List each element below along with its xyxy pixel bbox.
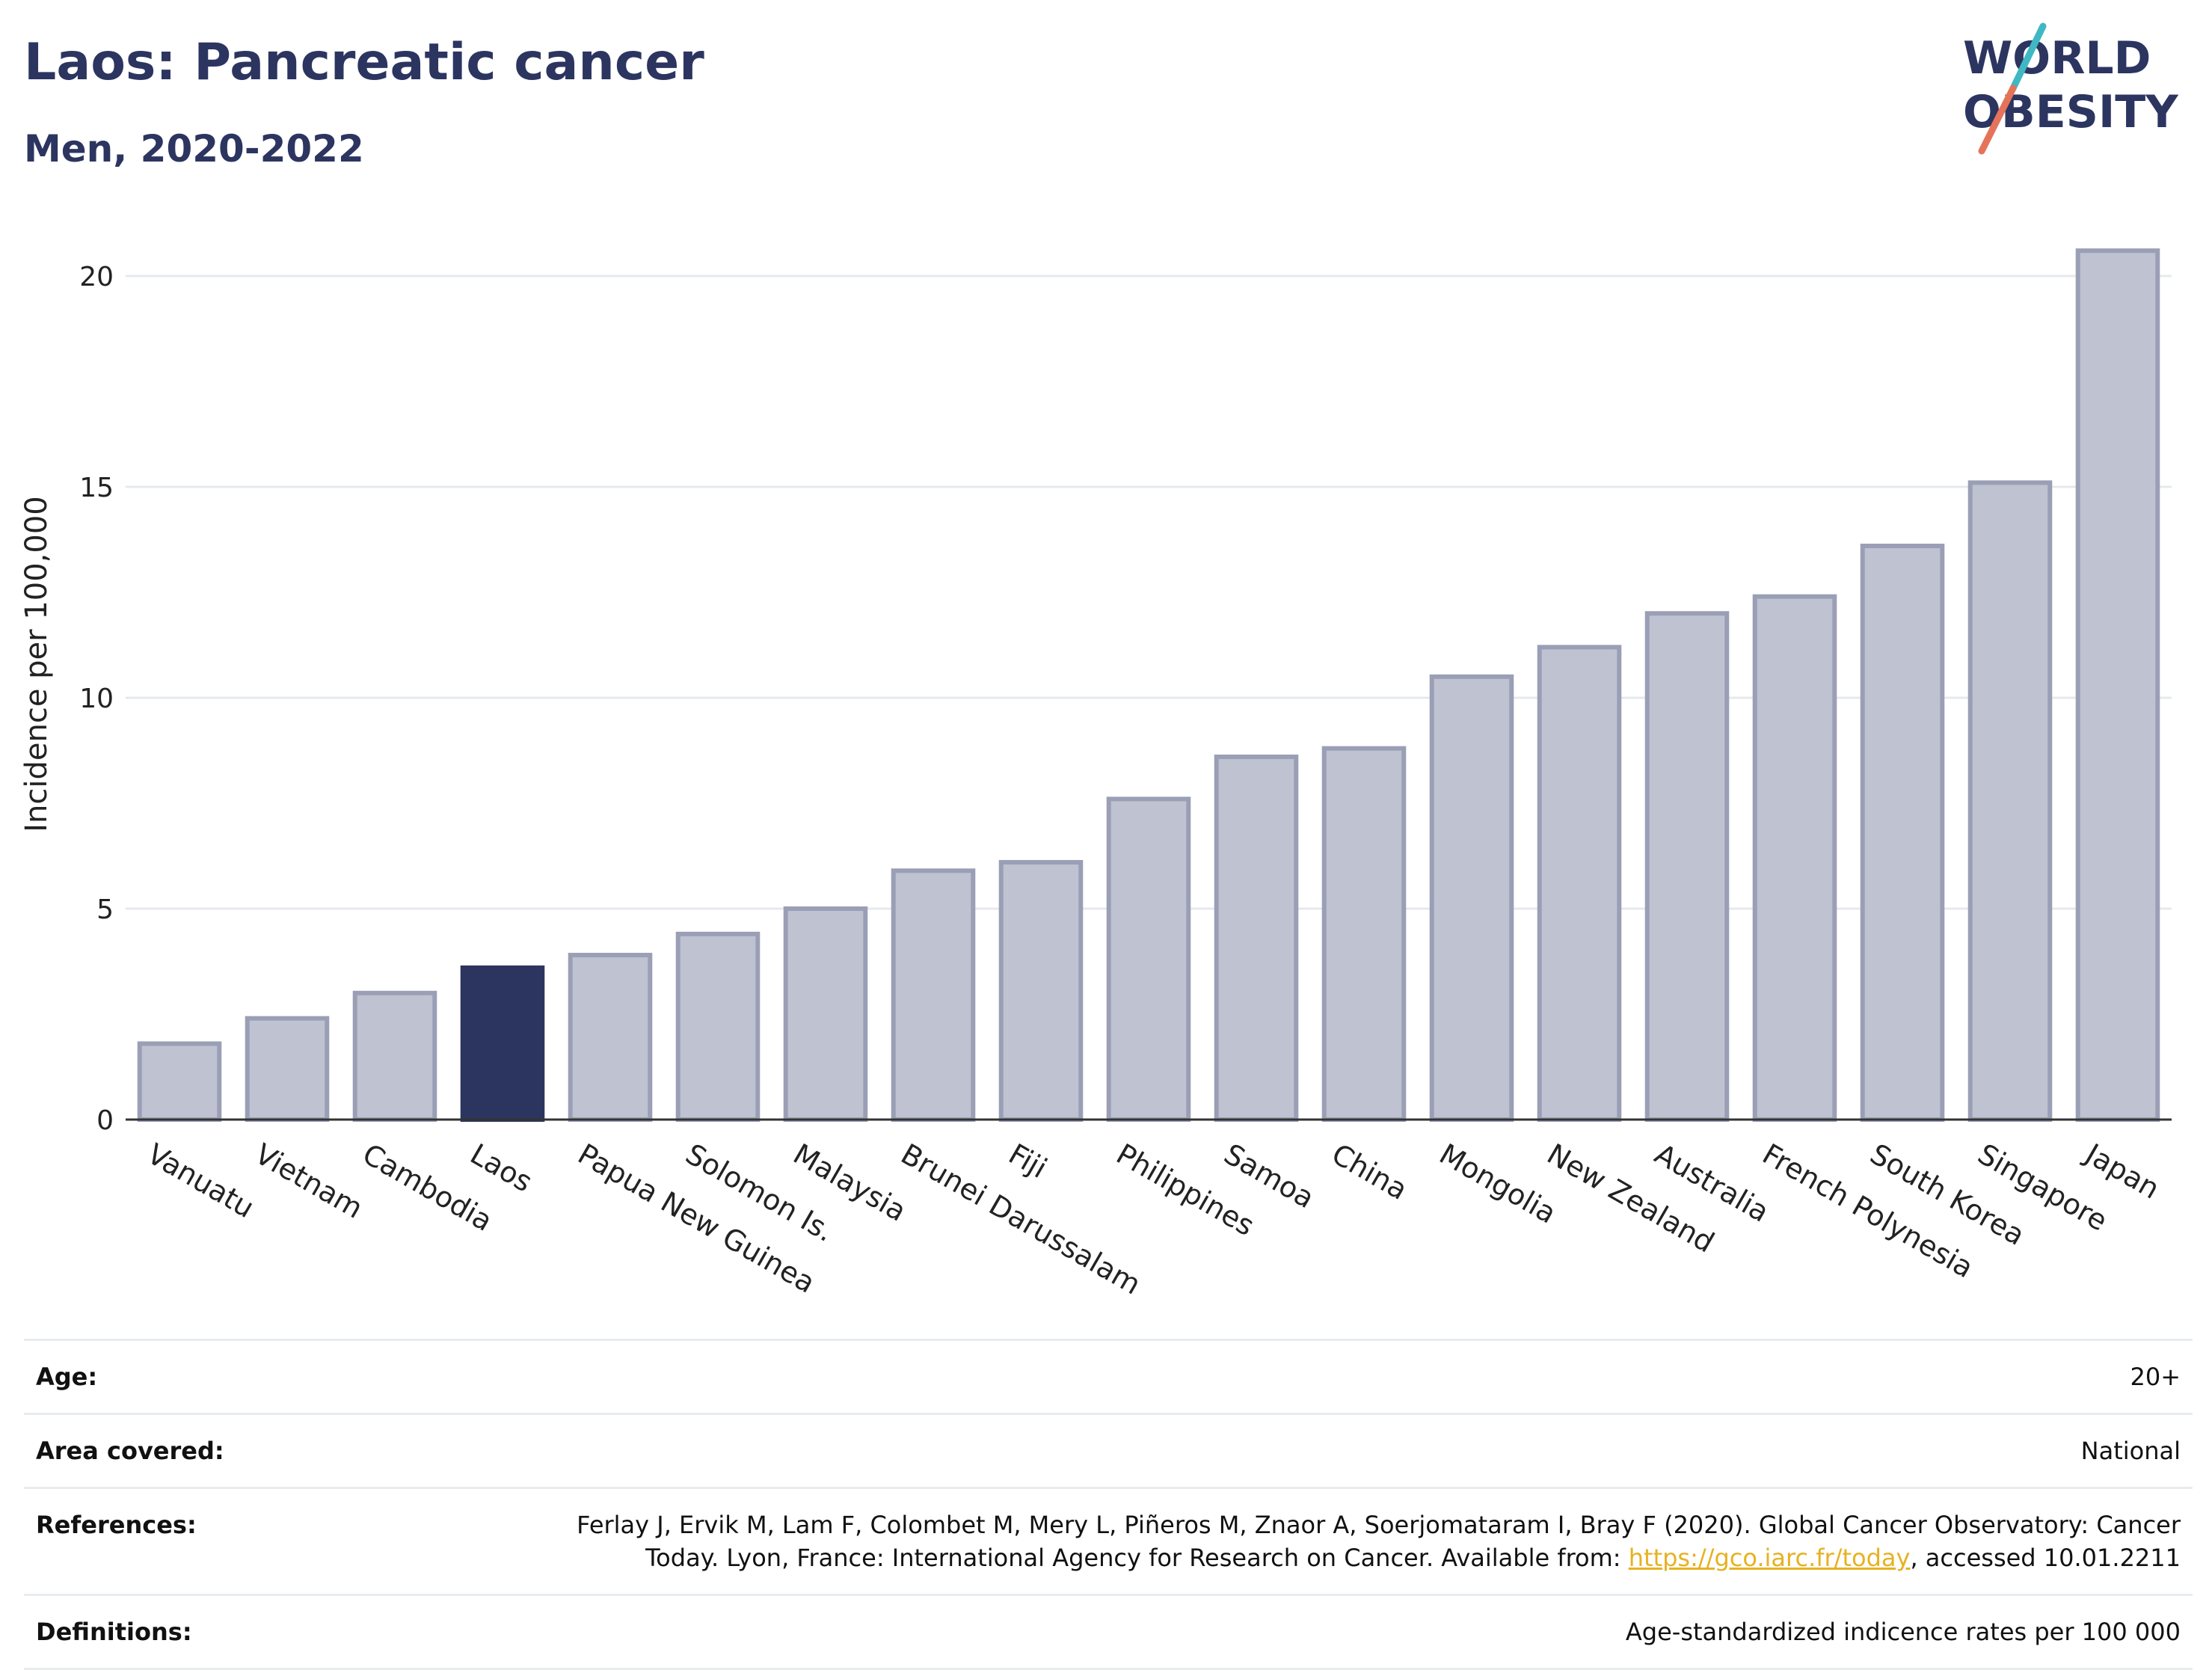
bar-malaysia: [783, 906, 868, 1122]
age-value: 20+: [2130, 1363, 2181, 1391]
info-table: Age: 20+ Area covered: National Referenc…: [24, 1339, 2193, 1670]
references-line1: Ferlay J, Ervik M, Lam F, Colombet M, Me…: [577, 1511, 2181, 1539]
references-label: References:: [36, 1511, 197, 1539]
info-row-age: Age: 20+: [24, 1339, 2193, 1414]
bar-solomon-is: [675, 931, 761, 1122]
y-tick-label: 10: [79, 684, 114, 714]
area-label: Area covered:: [36, 1437, 224, 1465]
x-tick-label: Japan: [2079, 1137, 2166, 1206]
x-tick-label: Vanuatu: [142, 1138, 260, 1224]
logo-accent-teal: [2009, 22, 2047, 92]
y-axis-title: Incidence per 100,000: [19, 496, 54, 832]
y-tick-label: 20: [79, 262, 114, 292]
bar-vanuatu: [137, 1041, 222, 1122]
logo-accent-coral: [1978, 85, 2017, 155]
bar-singapore: [1967, 480, 2053, 1122]
area-value: National: [2080, 1437, 2181, 1465]
references-line2-pre: Today. Lyon, France: International Agenc…: [645, 1544, 1629, 1572]
bar-laos: [460, 965, 545, 1122]
bar-cambodia: [352, 990, 437, 1123]
chart-subtitle: Men, 2020-2022: [24, 127, 364, 171]
bar-papua-new-guinea: [568, 953, 653, 1123]
definitions-label: Definitions:: [36, 1618, 192, 1646]
info-row-area: Area covered: National: [24, 1413, 2193, 1488]
bar-samoa: [1214, 754, 1299, 1123]
y-tick-label: 15: [79, 473, 114, 503]
age-label: Age:: [36, 1363, 98, 1391]
info-row-definitions: Definitions: Age-standardized indicence …: [24, 1594, 2193, 1669]
bar-australia: [1644, 611, 1730, 1122]
y-tick-label: 0: [96, 1105, 114, 1136]
bar-french-polynesia: [1752, 594, 1837, 1122]
world-obesity-logo: WORLD OBESITY: [1963, 22, 2179, 155]
bar-fiji: [998, 859, 1084, 1122]
y-axis-ticks: 0 5 10 15 20: [79, 262, 114, 1136]
bars: [137, 248, 2160, 1123]
bar-japan: [2075, 248, 2160, 1122]
x-tick-label: Laos: [465, 1138, 538, 1199]
bar-china: [1321, 746, 1407, 1122]
bar-brunei-darussalam: [891, 868, 976, 1122]
info-row-references: References: Ferlay J, Ervik M, Lam F, Co…: [24, 1488, 2193, 1595]
y-tick-label: 5: [96, 894, 114, 925]
chart-title: Laos: Pancreatic cancer: [24, 33, 704, 92]
x-tick-label: China: [1327, 1138, 1413, 1206]
definitions-value: Age-standardized indicence rates per 100…: [1625, 1618, 2181, 1646]
x-tick-label: Fiji: [1004, 1138, 1053, 1185]
bar-new-zealand: [1537, 645, 1622, 1122]
x-tick-label: Vietnam: [250, 1138, 369, 1225]
bar-south-korea: [1860, 543, 1945, 1122]
bar-mongolia: [1429, 674, 1514, 1122]
x-tick-label: Mongolia: [1434, 1138, 1562, 1230]
references-link[interactable]: https://gco.iarc.fr/today: [1628, 1544, 1911, 1572]
references-line2-post: , accessed 10.01.2211: [1910, 1544, 2181, 1572]
bar-philippines: [1106, 796, 1191, 1122]
logo-text-world: WORLD: [1963, 32, 2151, 85]
bar-vietnam: [245, 1016, 330, 1123]
references-value: Ferlay J, Ervik M, Lam F, Colombet M, Me…: [272, 1488, 2193, 1595]
